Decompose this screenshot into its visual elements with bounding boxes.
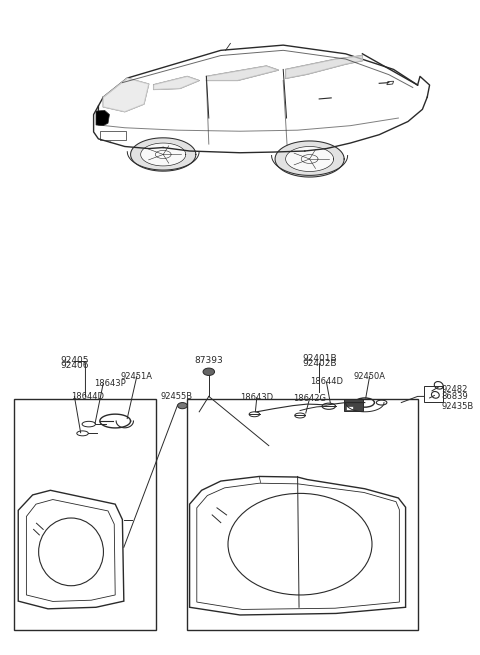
Text: 87393: 87393 [194, 356, 223, 365]
Text: 18643D: 18643D [240, 393, 274, 402]
Polygon shape [206, 66, 278, 81]
Polygon shape [286, 147, 334, 172]
Polygon shape [131, 138, 196, 171]
Text: 18642G: 18642G [293, 394, 326, 403]
Text: 86839: 86839 [442, 392, 468, 401]
Polygon shape [103, 78, 149, 112]
Text: 18644D: 18644D [71, 392, 104, 401]
Text: 92451A: 92451A [121, 372, 153, 381]
Text: 92482: 92482 [442, 385, 468, 394]
Text: 18643P: 18643P [95, 379, 126, 388]
Polygon shape [275, 141, 344, 177]
Text: 92401B: 92401B [302, 354, 336, 363]
Bar [344, 399, 363, 411]
Polygon shape [286, 56, 362, 79]
Polygon shape [141, 143, 186, 166]
Text: 92455B: 92455B [161, 392, 192, 401]
Bar [187, 400, 418, 630]
Text: 92435B: 92435B [442, 402, 474, 411]
Circle shape [203, 368, 215, 375]
Text: 18644D: 18644D [310, 377, 343, 386]
Polygon shape [154, 77, 199, 90]
Text: 92405: 92405 [60, 356, 89, 365]
Polygon shape [96, 111, 109, 126]
Bar [424, 386, 443, 402]
Text: 92406: 92406 [60, 361, 89, 370]
Bar [14, 400, 156, 630]
Circle shape [178, 403, 187, 409]
Bar [100, 131, 126, 140]
Text: 92450A: 92450A [354, 372, 385, 381]
Bar [346, 406, 353, 409]
Text: 92402B: 92402B [302, 359, 336, 367]
